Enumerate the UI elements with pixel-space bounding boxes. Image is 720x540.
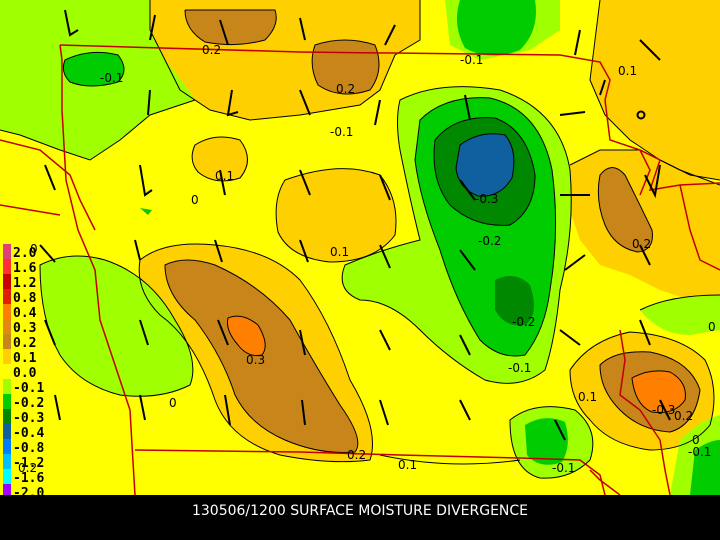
- color-legend: 2.01.61.20.80.40.30.20.10.0-0.1-0.2-0.3-…: [3, 244, 44, 495]
- field-green-small-west: [140, 208, 152, 215]
- contour-label: 0.3: [246, 353, 265, 367]
- legend-label: 2.0: [13, 246, 37, 261]
- contour-label: 0: [30, 242, 38, 256]
- field-orange-southwest: [227, 316, 266, 356]
- moisture-divergence-map: 0.2 -0.1 0.2 -0.1 0.1 -0.1 0 0.1 -0.3 -0…: [0, 0, 720, 495]
- legend-label: -0.1: [13, 381, 44, 396]
- legend-swatch: [3, 259, 11, 274]
- legend-label: -2.0: [13, 486, 44, 495]
- field-green-northwest-core: [63, 52, 124, 86]
- contour-label: 0.1: [578, 390, 597, 404]
- contour-label: 0.1: [398, 458, 417, 472]
- legend-label: -0.2: [13, 396, 44, 411]
- legend-swatch: [3, 424, 11, 439]
- legend-label: -0.3: [13, 411, 44, 426]
- legend-label: 0.0: [13, 366, 37, 381]
- wind-barbs: [39, 9, 671, 441]
- field-green-southeast-core: [690, 440, 720, 495]
- legend-swatch: [3, 364, 11, 379]
- contour-label: -0.1: [100, 71, 123, 85]
- field-green-west: [40, 256, 193, 397]
- legend-swatch: [3, 469, 11, 484]
- field-brown-east: [598, 167, 653, 252]
- field-blue-core: [456, 133, 514, 197]
- legend-swatch: [3, 304, 11, 319]
- field-green-south-core: [525, 418, 568, 465]
- legend-label: 0.8: [13, 291, 37, 306]
- legend-label: 1.2: [13, 276, 36, 291]
- field-gold-small-north: [192, 136, 248, 181]
- contour-label: -0.1: [330, 125, 353, 139]
- contour-label: -0.1: [460, 53, 483, 67]
- contour-label: 0.2: [336, 82, 355, 96]
- legend-label: 0.2: [13, 336, 36, 351]
- legend-swatch: [3, 379, 11, 394]
- map-caption: 130506/1200 SURFACE MOISTURE DIVERGENCE: [191, 503, 529, 519]
- legend-swatch: [3, 244, 11, 259]
- contour-label: 0.2: [18, 461, 37, 475]
- contour-labels: 0.2 -0.1 0.2 -0.1 0.1 -0.1 0 0.1 -0.3 -0…: [18, 43, 716, 475]
- legend-swatch: [3, 439, 11, 454]
- legend-label: -0.8: [13, 441, 44, 456]
- legend-swatch: [3, 274, 11, 289]
- contour-label: -0.3: [652, 403, 675, 417]
- legend-swatch: [3, 334, 11, 349]
- legend-label: 0.1: [13, 351, 37, 366]
- field-brown-southwest: [165, 260, 358, 453]
- legend-label: 0.4: [13, 306, 37, 321]
- contour-label: 0.2: [202, 43, 221, 57]
- contour-label: -0.1: [552, 461, 575, 475]
- contour-label: 0.1: [215, 169, 234, 183]
- field-gold-northeast: [590, 0, 720, 180]
- legend-swatch: [3, 289, 11, 304]
- contour-label: 0.2: [347, 448, 366, 462]
- field-brown-north-a: [185, 10, 277, 45]
- legend-label: -1.6: [13, 471, 44, 486]
- political-borders: [0, 44, 720, 495]
- field-green-north-core: [456, 0, 536, 56]
- field-gold-center-dome: [276, 168, 396, 262]
- calm-wind-marker: [636, 110, 646, 120]
- legend-swatch: [3, 349, 11, 364]
- field-green-east-lobe: [640, 295, 720, 335]
- legend-swatch: [3, 319, 11, 334]
- field-brown-north-b: [312, 40, 379, 94]
- contour-label: 0.2: [674, 409, 693, 423]
- contour-label: 0: [169, 396, 177, 410]
- contour-label: 0.1: [618, 64, 637, 78]
- contour-label: 0: [191, 193, 199, 207]
- legend-label: -0.4: [13, 426, 44, 441]
- legend-label: 0.3: [13, 321, 36, 336]
- field-darkgreen-small: [495, 276, 534, 326]
- legend-swatch: [3, 394, 11, 409]
- legend-swatch: [3, 409, 11, 424]
- contour-label: 0: [692, 433, 700, 447]
- legend-swatch: [3, 454, 11, 469]
- legend-swatch: [3, 484, 11, 495]
- legend-label: 1.6: [13, 261, 37, 276]
- contour-label: 0.2: [632, 237, 651, 251]
- contour-label: -0.1: [688, 445, 711, 459]
- contour-label: 0.1: [330, 245, 349, 259]
- contour-label: -0.2: [512, 315, 535, 329]
- field-orange-southeast: [632, 370, 686, 413]
- contour-label: 0: [708, 320, 716, 334]
- legend-label: -1.2: [13, 456, 44, 471]
- contour-label: -0.2: [478, 234, 501, 248]
- contour-label: -0.3: [475, 192, 498, 206]
- contour-label: -0.1: [508, 361, 531, 375]
